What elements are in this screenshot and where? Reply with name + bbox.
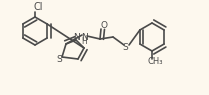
Text: CH₃: CH₃: [147, 57, 163, 66]
Text: S: S: [122, 42, 128, 51]
Text: S: S: [56, 55, 62, 65]
Text: N: N: [74, 32, 80, 42]
Text: O: O: [101, 21, 107, 30]
Text: N: N: [81, 32, 87, 42]
Text: H: H: [81, 36, 87, 46]
Text: Cl: Cl: [33, 2, 43, 12]
